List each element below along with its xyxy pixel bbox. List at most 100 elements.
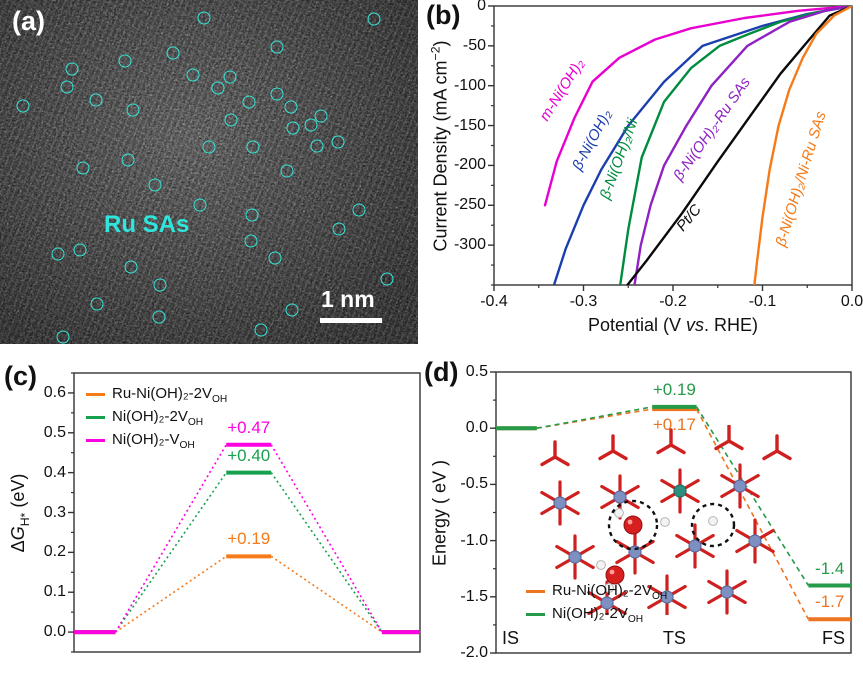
ru-single-atom-marker (166, 46, 180, 60)
ru-sas-annotation: Ru SAs (104, 211, 190, 238)
legend-swatch (86, 416, 105, 419)
y-tick-label: 0 (477, 0, 486, 14)
panel-b-plot-svg (488, 5, 853, 291)
y-tick-label: 0.3 (43, 503, 66, 521)
vignette-overlay (0, 0, 418, 344)
legend-label: Ni(OH)₂-2VOH (552, 604, 644, 625)
ru-single-atom-marker (284, 100, 298, 114)
ru-single-atom-marker (331, 135, 345, 149)
legend-item: Ni(OH)₂-2VOH (526, 603, 667, 626)
ru-single-atom-marker (73, 243, 87, 257)
y-axis-title: ΔGH* (eV) (8, 473, 32, 552)
energy-annotation: -1.7 (815, 592, 845, 612)
scale-bar (320, 318, 382, 323)
y-tick-label: -300 (453, 236, 486, 254)
panel-b-label: (b) (426, 0, 461, 30)
legend-label: Ni(OH)₂-2VOH (112, 407, 204, 428)
ni-atom (600, 596, 614, 610)
ru-single-atom-marker (285, 303, 299, 317)
curve--ni-oh-ru-sas (633, 6, 852, 285)
curve--m-ni-oh- (543, 6, 852, 207)
ru-single-atom-marker (268, 251, 282, 265)
energy-annotation: +0.19 (652, 379, 696, 399)
ru-single-atom-marker (211, 81, 225, 95)
panel-a-tem-image: (a) Ru SAs 1 nm (0, 0, 418, 344)
ru-single-atom-marker (224, 113, 238, 127)
y-tick-label: 0.0 (465, 419, 488, 437)
y-tick-label: -50 (462, 36, 486, 54)
ni-atom (660, 590, 674, 604)
legend: Ru-Ni(OH)₂-2VOH Ni(OH)₂-2VOH Ni(OH)₂-VOH (86, 383, 227, 452)
vacancy-highlight-circle (690, 502, 736, 548)
ni-atom (613, 490, 627, 504)
x-tick-label: -0.1 (748, 293, 777, 310)
state-label-fs: FS (821, 628, 845, 648)
y-tick-label: -200 (453, 156, 486, 174)
ru-single-atom-marker (60, 80, 74, 94)
legend-item: Ni(OH)₂-2VOH (86, 406, 227, 429)
legend-item: Ru-Ni(OH)₂-2VOH (86, 383, 227, 406)
y-tick-label: 0.5 (43, 423, 66, 441)
ru-single-atom-marker (270, 40, 284, 54)
curve-pt-c (626, 6, 852, 285)
x-tick-label: -0.2 (659, 293, 687, 310)
y-tick-label: -2.0 (460, 644, 488, 661)
ru-single-atom-marker (352, 203, 366, 217)
panel-a-label: (a) (12, 6, 45, 36)
scale-bar-label: 1 nm (321, 286, 375, 312)
panel-d-energy-diagram: (d) 0.50.0-0.5-1.0-1.5-2.0Reaction pathw… (420, 345, 863, 679)
ru-atom (673, 484, 687, 498)
ru-single-atom-marker (16, 99, 30, 113)
legend: Ru-Ni(OH)₂-2VOH Ni(OH)₂-2VOH (526, 580, 667, 626)
y-tick-label: 0.0 (43, 623, 66, 641)
y-tick-label: 0.4 (43, 463, 66, 481)
ru-single-atom-marker (51, 247, 65, 261)
legend-item: Ru-Ni(OH)₂-2VOH (526, 580, 667, 603)
panel-c-label: (c) (4, 361, 37, 391)
legend-swatch (86, 439, 105, 442)
legend-swatch (86, 393, 105, 396)
energy-annotation: +0.19 (227, 529, 271, 549)
ru-single-atom-marker (121, 153, 135, 167)
ru-single-atom-marker (124, 260, 138, 274)
ru-single-atom-marker (153, 278, 167, 292)
ru-single-atom-marker (148, 178, 162, 192)
ni-atom (688, 539, 702, 553)
y-tick-label: 0.6 (43, 383, 66, 401)
ni-atom (748, 534, 762, 548)
ru-single-atom-marker (314, 109, 328, 123)
y-tick-label: 0.2 (43, 543, 66, 561)
y-axis-title: Current Density (mA cm−2) (428, 40, 451, 251)
ru-single-atom-marker (270, 87, 284, 101)
ru-single-atom-marker (245, 208, 259, 222)
ru-single-atom-marker (89, 93, 103, 107)
ru-single-atom-marker (244, 234, 258, 248)
ru-single-atom-marker (65, 62, 79, 76)
x-tick-label: -0.4 (480, 293, 508, 310)
ru-single-atom-marker (90, 297, 104, 311)
lattice-fringes-overlay (0, 0, 418, 344)
ru-single-atom-marker (223, 70, 237, 84)
ru-single-atom-marker (193, 198, 207, 212)
y-tick-label: -150 (453, 116, 486, 134)
x-tick-label: -0.3 (569, 293, 598, 310)
tem-noise-texture (0, 0, 418, 344)
ru-single-atom-marker (56, 330, 70, 344)
legend-swatch (526, 613, 545, 616)
x-tick-label: 0.0 (840, 293, 863, 310)
ru-single-atom-marker (152, 310, 166, 324)
ru-single-atom-marker (197, 11, 211, 25)
legend-item: Ni(OH)₂-VOH (86, 429, 227, 452)
lattice-fringes-overlay-2 (0, 0, 418, 344)
x-axis-title: Potential (V vs. RHE) (587, 315, 759, 335)
ru-single-atom-marker (367, 12, 381, 26)
energy-annotation: +0.17 (652, 415, 696, 435)
panel-b-polarization-chart: (b) 0 -50 -100 -150 -200 -250 -300 -0.4 -0.3 -0.2… (420, 0, 863, 345)
ni-atom (568, 550, 582, 564)
y-tick-label: 0.5 (465, 363, 488, 380)
panel-d-label: (d) (424, 357, 459, 387)
energy-annotation: -1.4 (815, 558, 845, 578)
ru-single-atom-marker (186, 68, 200, 82)
panel-c-energy-diagram: (c) 0.00.10.20.30.40.50.6Reation coordin… (0, 345, 430, 679)
